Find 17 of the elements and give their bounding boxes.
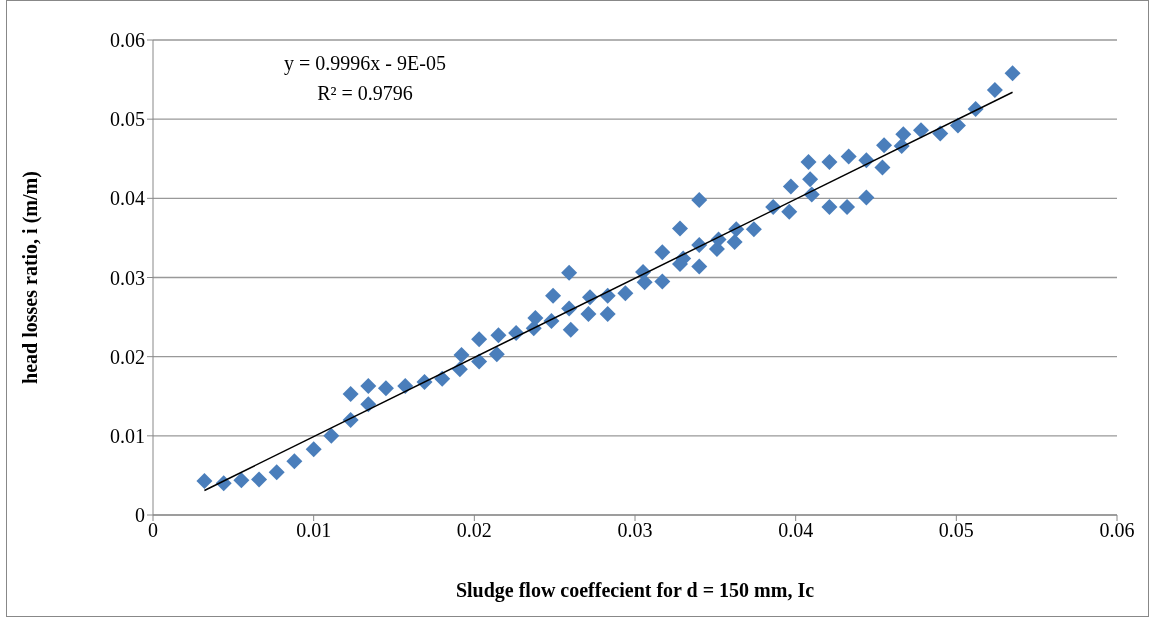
y-tick-label: 0.04	[110, 187, 145, 210]
annotation: R² = 0.9796	[316, 82, 414, 105]
annotation: y = 0.9996x - 9E-05	[283, 52, 447, 75]
x-tick-label: 0.06	[1099, 519, 1135, 542]
x-axis-title: Sludge flow coeffecient for d = 150 mm, Ic	[455, 579, 815, 602]
x-tick-label: 0.01	[296, 519, 332, 542]
x-tick-label: 0.04	[778, 519, 814, 542]
y-axis-title: head losses ratio, i (m/m)	[19, 171, 43, 384]
y-tick-label: 0.06	[110, 29, 145, 52]
y-tick-label: 0.01	[110, 424, 145, 447]
x-tick-label: 0.02	[456, 519, 492, 542]
x-tick-label: 0.03	[617, 519, 653, 542]
x-tick-label: 0.05	[938, 519, 974, 542]
y-tick-label: 0.03	[110, 266, 145, 289]
y-tick-label: 0.05	[110, 108, 145, 131]
y-tick-label: 0.02	[110, 345, 145, 368]
y-tick-label: 0	[135, 504, 145, 527]
